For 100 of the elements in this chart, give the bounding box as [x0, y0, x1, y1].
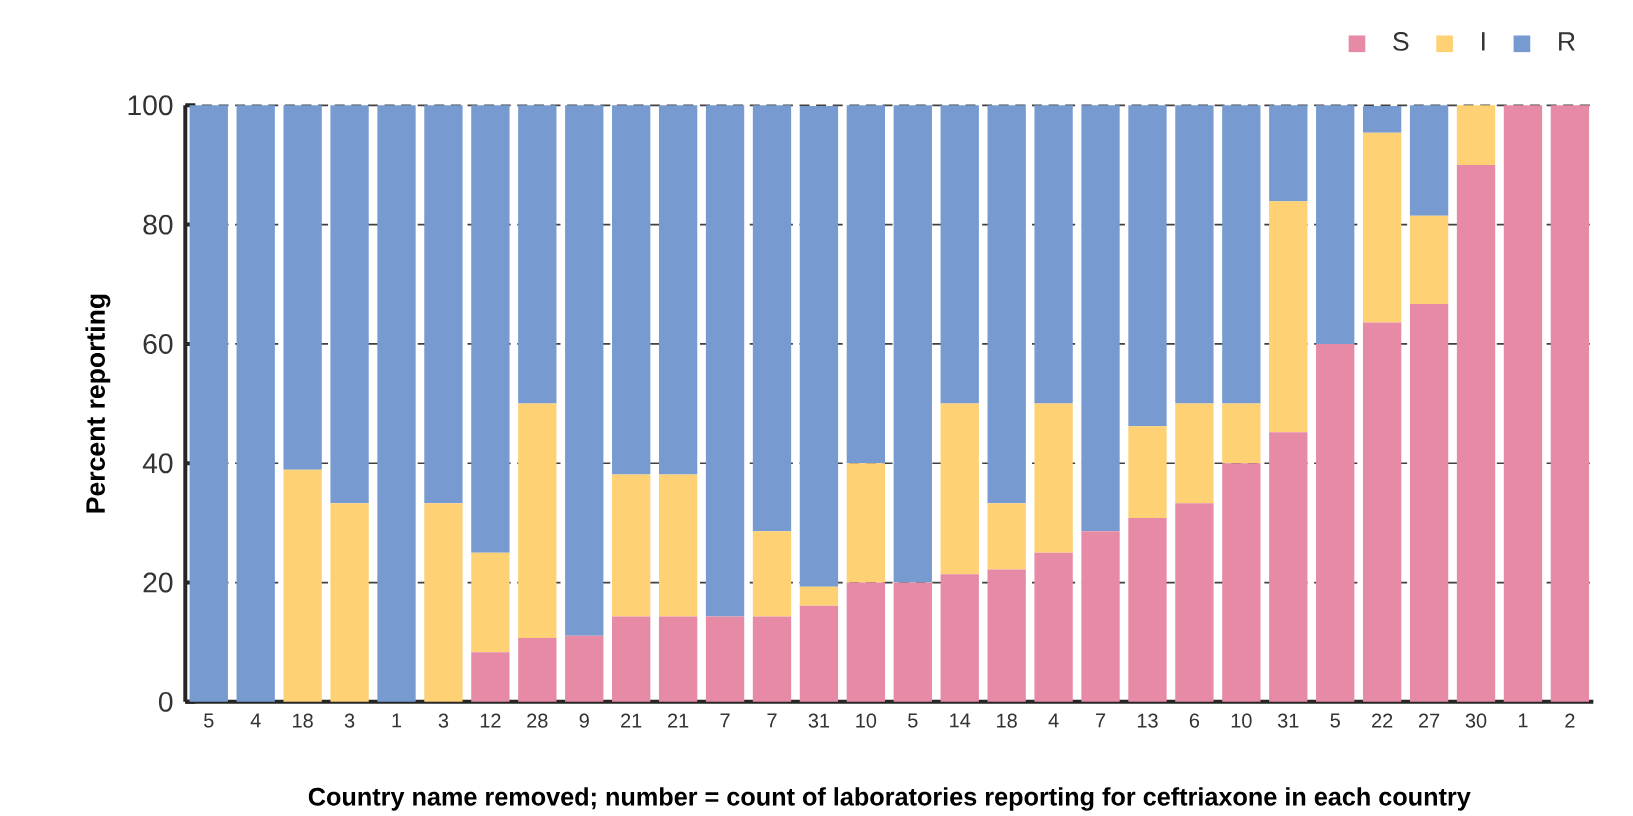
x-tick-label: 7 [1096, 713, 1106, 728]
bar [518, 105, 557, 404]
bar [987, 569, 1026, 702]
x-tick-label: 3 [344, 713, 355, 728]
bar [1081, 531, 1120, 702]
bar [799, 586, 839, 606]
y-tick-label: 40 [142, 453, 173, 473]
bar [940, 105, 979, 404]
bar [752, 616, 792, 702]
bar [1128, 105, 1167, 426]
bar [377, 105, 416, 702]
x-tick-label: 14 [950, 713, 971, 728]
bar [330, 502, 369, 702]
y-tick-label: 80 [143, 214, 173, 235]
bar [236, 105, 275, 702]
bar [799, 605, 839, 702]
x-tick-label: 18 [997, 713, 1017, 728]
bar [846, 582, 886, 702]
bar [1503, 105, 1543, 702]
y-tick-label: 60 [143, 333, 173, 354]
bar [705, 105, 745, 617]
bar [1034, 105, 1073, 404]
bar [518, 637, 557, 702]
x-tick-label: 9 [579, 713, 589, 728]
bar [1222, 462, 1261, 702]
bar [1222, 403, 1261, 463]
y-tick-label: 100 [128, 95, 173, 116]
bar [1175, 105, 1214, 404]
x-tick-label: 5 [1330, 713, 1340, 728]
x-tick-label: 2 [1565, 713, 1575, 728]
y-tick-label: 0 [158, 691, 173, 712]
x-tick-label: 22 [1372, 713, 1393, 728]
bar [940, 573, 979, 702]
x-tick-label: 18 [293, 713, 313, 728]
bar [518, 403, 557, 638]
bar [987, 502, 1026, 570]
bar [893, 105, 932, 583]
bar [987, 105, 1026, 503]
bar [1269, 105, 1308, 202]
bar [565, 635, 604, 702]
bar [1222, 105, 1261, 404]
bar [1362, 322, 1402, 702]
x-tick-label: 10 [1231, 713, 1252, 728]
x-tick-label: 12 [480, 713, 501, 728]
bar [1316, 105, 1355, 344]
bar [1034, 403, 1073, 553]
bar [612, 616, 651, 702]
bar [1081, 105, 1120, 531]
bar [1362, 132, 1402, 323]
bar [1456, 105, 1496, 165]
bar [471, 652, 510, 702]
bar [565, 105, 604, 636]
bar [705, 616, 745, 702]
bar [1550, 105, 1590, 702]
bar [752, 531, 792, 617]
bar [1034, 552, 1073, 702]
bar [612, 474, 651, 617]
bar [1362, 105, 1402, 133]
bar [658, 616, 698, 702]
bar [1269, 431, 1308, 702]
bar [330, 105, 369, 503]
x-tick-label: 6 [1189, 713, 1200, 728]
bar [283, 105, 322, 470]
x-tick-label: 28 [527, 713, 548, 728]
bar [1128, 426, 1167, 518]
x-tick-label: 4 [1048, 713, 1059, 728]
bar [1409, 105, 1449, 216]
bar [846, 105, 886, 463]
bar [799, 105, 839, 587]
x-tick-label: 1 [392, 713, 402, 728]
x-tick-label: 10 [856, 713, 877, 728]
bar [612, 105, 651, 475]
bar [1456, 164, 1496, 702]
x-tick-label: 27 [1418, 713, 1440, 728]
bar [471, 552, 510, 653]
x-tick-label: 7 [767, 713, 777, 728]
x-tick-label: 3 [438, 713, 449, 728]
bar [752, 105, 792, 531]
x-axis-title: Country name removed; number = count of laboratories reporting for ceftriaxone in each country [308, 786, 1471, 811]
x-tick-label: 4 [250, 713, 261, 728]
x-tick-label: 21 [668, 713, 689, 728]
bar [1316, 343, 1355, 702]
x-tick-label: 1 [1518, 713, 1528, 728]
x-tick-label: 5 [204, 713, 214, 728]
y-axis-title: Percent reporting [85, 294, 111, 513]
x-tick-label: 7 [720, 713, 730, 728]
bar [471, 105, 510, 553]
legend-label: I [1482, 31, 1485, 51]
legend-label: R [1559, 31, 1575, 51]
bar [283, 469, 322, 702]
bar [1128, 517, 1167, 702]
bar [658, 105, 698, 475]
bar [940, 403, 979, 574]
x-tick-label: 5 [908, 713, 918, 728]
x-tick-label: 21 [621, 713, 642, 728]
bar [424, 502, 463, 702]
x-tick-label: 30 [1465, 713, 1487, 728]
bar [189, 105, 228, 702]
x-tick-label: 31 [808, 713, 830, 728]
y-tick-label: 20 [143, 572, 173, 593]
